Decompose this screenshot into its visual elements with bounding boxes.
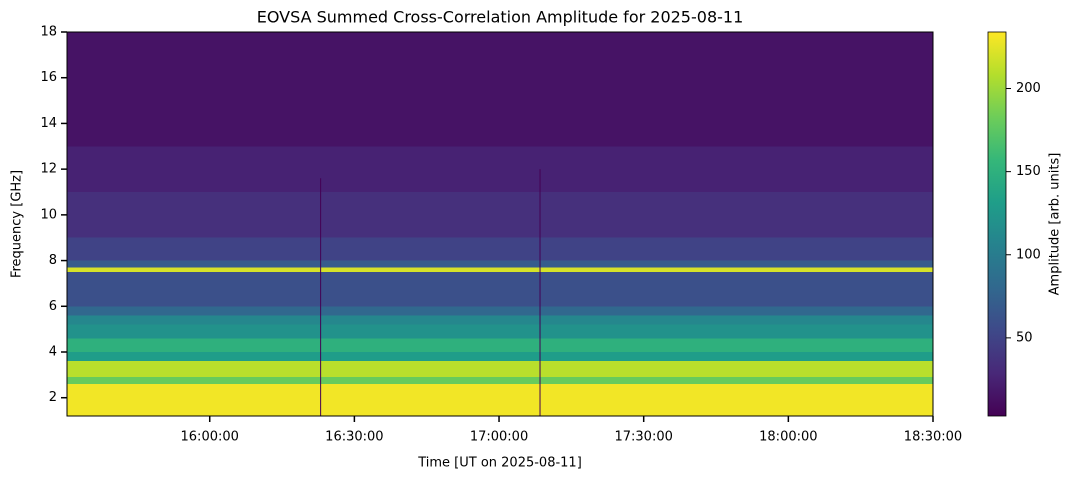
spectrogram-band bbox=[67, 352, 933, 362]
spectrogram-band bbox=[67, 272, 933, 307]
spectrogram-band bbox=[67, 384, 933, 416]
y-axis-label: Frequency [GHz] bbox=[10, 170, 25, 278]
spectrogram-band bbox=[67, 192, 933, 238]
spectrogram-band bbox=[67, 377, 933, 384]
y-tick-label: 10 bbox=[40, 207, 57, 222]
spectrogram-band bbox=[67, 237, 933, 261]
x-tick-label: 16:30:00 bbox=[325, 430, 383, 445]
spectrogram-band bbox=[67, 306, 933, 316]
spectrogram-band bbox=[67, 267, 933, 272]
x-tick-label: 17:00:00 bbox=[470, 430, 528, 445]
plot-frame bbox=[66, 31, 934, 417]
colorbar-tick-label: 200 bbox=[1016, 81, 1041, 96]
spectrogram-band bbox=[67, 32, 933, 147]
y-tick-label: 4 bbox=[49, 345, 57, 360]
colorbar-tick-label: 50 bbox=[1016, 330, 1033, 345]
y-tick-label: 8 bbox=[49, 253, 57, 268]
spectrogram-band bbox=[67, 324, 933, 339]
x-tick-label: 17:30:00 bbox=[614, 430, 672, 445]
y-tick-label: 14 bbox=[40, 116, 57, 131]
y-tick-label: 12 bbox=[40, 162, 57, 177]
spectrogram-band bbox=[67, 361, 933, 378]
x-tick-label: 18:30:00 bbox=[904, 430, 962, 445]
y-tick-label: 18 bbox=[40, 25, 57, 40]
spectrogram-band bbox=[67, 315, 933, 325]
colorbar-label: Amplitude [arb. units] bbox=[1048, 153, 1063, 296]
x-axis-label: Time [UT on 2025-08-11] bbox=[417, 456, 582, 471]
spectrogram-band bbox=[67, 338, 933, 352]
colorbar-tick-label: 100 bbox=[1016, 247, 1041, 262]
y-tick-label: 6 bbox=[49, 299, 57, 314]
y-tick-label: 2 bbox=[49, 390, 57, 405]
y-tick-label: 16 bbox=[40, 70, 57, 85]
colorbar bbox=[987, 31, 1007, 417]
colorbar-tick-label: 150 bbox=[1016, 164, 1041, 179]
chart-title: EOVSA Summed Cross-Correlation Amplitude… bbox=[257, 8, 744, 27]
x-tick-label: 16:00:00 bbox=[181, 430, 239, 445]
x-tick-label: 18:00:00 bbox=[759, 430, 817, 445]
spectrogram-band bbox=[67, 260, 933, 268]
spectrogram-band bbox=[67, 146, 933, 192]
